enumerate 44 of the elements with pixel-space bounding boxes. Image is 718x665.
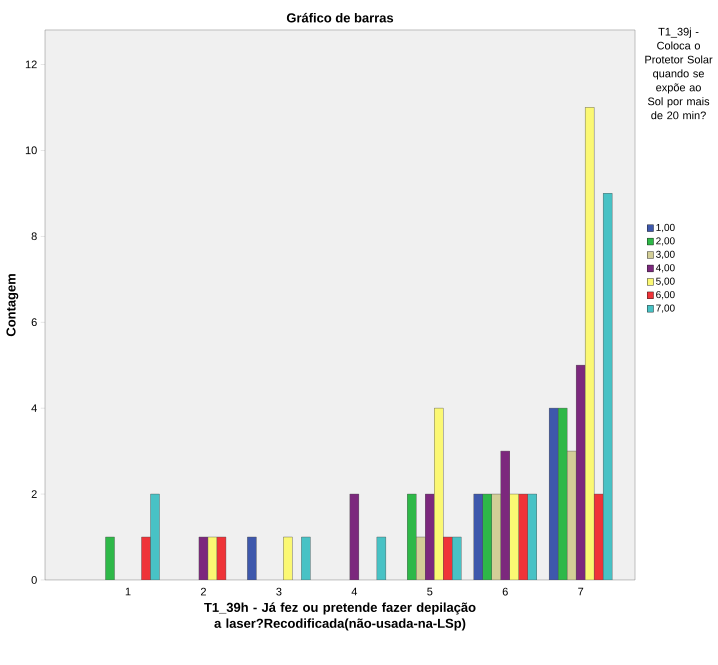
bar xyxy=(594,494,604,580)
y-tick-label: 2 xyxy=(32,490,37,498)
legend-label: 6,00 xyxy=(656,291,675,300)
x-tick-label: 7 xyxy=(578,588,584,596)
y-tick-label: 4 xyxy=(31,404,37,412)
bar xyxy=(407,494,416,580)
x-tick-label: 6 xyxy=(502,588,508,596)
legend-label: 4,00 xyxy=(656,264,675,272)
bar xyxy=(376,536,386,580)
legend-label: 3,00 xyxy=(656,250,675,260)
x-axis-title: T1_39h - Já fez ou pretende fazer depilação a laser?Recodificada(não-usada-na-LSp) xyxy=(204,602,476,630)
bar xyxy=(492,494,501,580)
chart-title: Gráfico de barras xyxy=(286,12,394,22)
bar xyxy=(558,408,568,580)
x-tick-label: 5 xyxy=(427,588,432,596)
bar xyxy=(566,450,576,580)
bar xyxy=(443,536,452,580)
y-tick-label: 12 xyxy=(26,60,37,68)
bar xyxy=(482,494,492,580)
bar xyxy=(576,364,586,580)
bar xyxy=(350,494,360,580)
bar xyxy=(283,536,293,580)
legend-label: 5,00 xyxy=(656,278,675,286)
legend-label: 1,00 xyxy=(656,224,675,232)
y-tick-label: 0 xyxy=(32,576,37,584)
y-tick-label: 8 xyxy=(32,232,37,240)
legend-title: T1_39j - Coloca o Protetor Solar quando se expõe ao Sol por mais de 20 min? xyxy=(645,28,712,120)
x-tick-label: 4 xyxy=(352,588,358,596)
y-axis-title: Contagem xyxy=(6,274,18,336)
x-tick-label: 2 xyxy=(200,588,206,596)
bar xyxy=(500,450,510,580)
x-tick-label: 3 xyxy=(276,588,282,596)
y-tick-label: 10 xyxy=(26,146,37,154)
x-tick-label: 1 xyxy=(126,588,131,596)
bar xyxy=(518,494,528,580)
bar xyxy=(425,494,434,580)
bar xyxy=(301,536,311,580)
bar xyxy=(548,408,558,580)
bar xyxy=(247,536,257,580)
legend-label: 7,00 xyxy=(656,304,675,313)
legend-label: 2,00 xyxy=(656,237,675,246)
bar xyxy=(474,494,483,580)
y-tick-label: 6 xyxy=(32,318,37,326)
bar xyxy=(416,536,426,580)
